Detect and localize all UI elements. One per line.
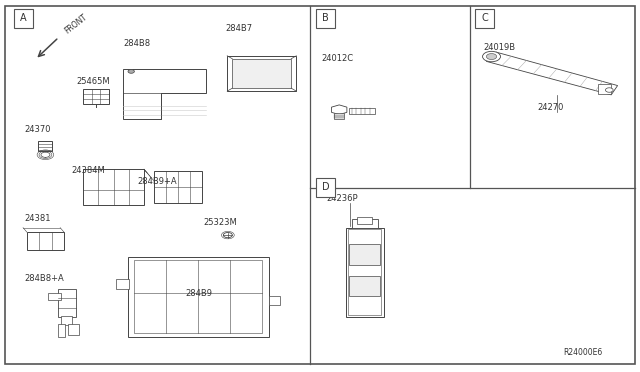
- Text: 284B7: 284B7: [225, 25, 252, 33]
- Bar: [316, 178, 335, 197]
- Circle shape: [486, 54, 497, 60]
- Bar: [352, 219, 378, 228]
- Text: FRONT: FRONT: [63, 12, 89, 35]
- Text: D: D: [322, 183, 330, 192]
- Bar: [27, 232, 64, 250]
- Bar: [349, 244, 380, 265]
- Circle shape: [128, 70, 134, 73]
- Text: B: B: [323, 13, 329, 23]
- Bar: [598, 84, 611, 94]
- Circle shape: [223, 232, 232, 238]
- Bar: [38, 141, 52, 151]
- Text: C: C: [481, 13, 488, 23]
- Text: 284B8+A: 284B8+A: [24, 274, 64, 283]
- Bar: [346, 228, 384, 317]
- Bar: [349, 276, 380, 296]
- Bar: [232, 59, 291, 88]
- Polygon shape: [332, 105, 347, 115]
- Bar: [348, 229, 381, 315]
- Circle shape: [483, 51, 500, 62]
- Text: A: A: [20, 13, 27, 23]
- Text: 24236P: 24236P: [326, 194, 358, 203]
- Bar: [14, 9, 33, 28]
- Bar: [227, 56, 296, 91]
- Text: 24384M: 24384M: [72, 166, 106, 175]
- Circle shape: [605, 88, 613, 92]
- Bar: [58, 324, 65, 337]
- Polygon shape: [486, 52, 618, 95]
- Text: 25465M: 25465M: [77, 77, 111, 86]
- Bar: [128, 257, 269, 337]
- Bar: [48, 293, 61, 300]
- Text: R24000E6: R24000E6: [563, 348, 602, 357]
- Text: 24370: 24370: [24, 125, 51, 134]
- Bar: [58, 289, 76, 317]
- Circle shape: [41, 152, 50, 157]
- Text: 25323M: 25323M: [204, 218, 237, 227]
- Text: 24270: 24270: [538, 103, 564, 112]
- Bar: [316, 9, 335, 28]
- Text: 284B9: 284B9: [186, 289, 212, 298]
- Bar: [116, 279, 129, 289]
- Text: 24012C: 24012C: [321, 54, 353, 63]
- Bar: [334, 113, 344, 119]
- Bar: [68, 324, 79, 335]
- Bar: [357, 217, 372, 224]
- Bar: [83, 89, 109, 104]
- Bar: [349, 108, 375, 114]
- Polygon shape: [123, 69, 206, 119]
- Bar: [83, 169, 144, 205]
- Bar: [154, 171, 202, 203]
- Bar: [61, 316, 72, 325]
- Text: 284B8: 284B8: [124, 39, 150, 48]
- Bar: [269, 296, 280, 305]
- Bar: [134, 260, 262, 333]
- Text: 284B9+A: 284B9+A: [137, 177, 177, 186]
- Text: 24381: 24381: [24, 214, 51, 223]
- Text: 24019B: 24019B: [483, 43, 515, 52]
- Bar: [475, 9, 494, 28]
